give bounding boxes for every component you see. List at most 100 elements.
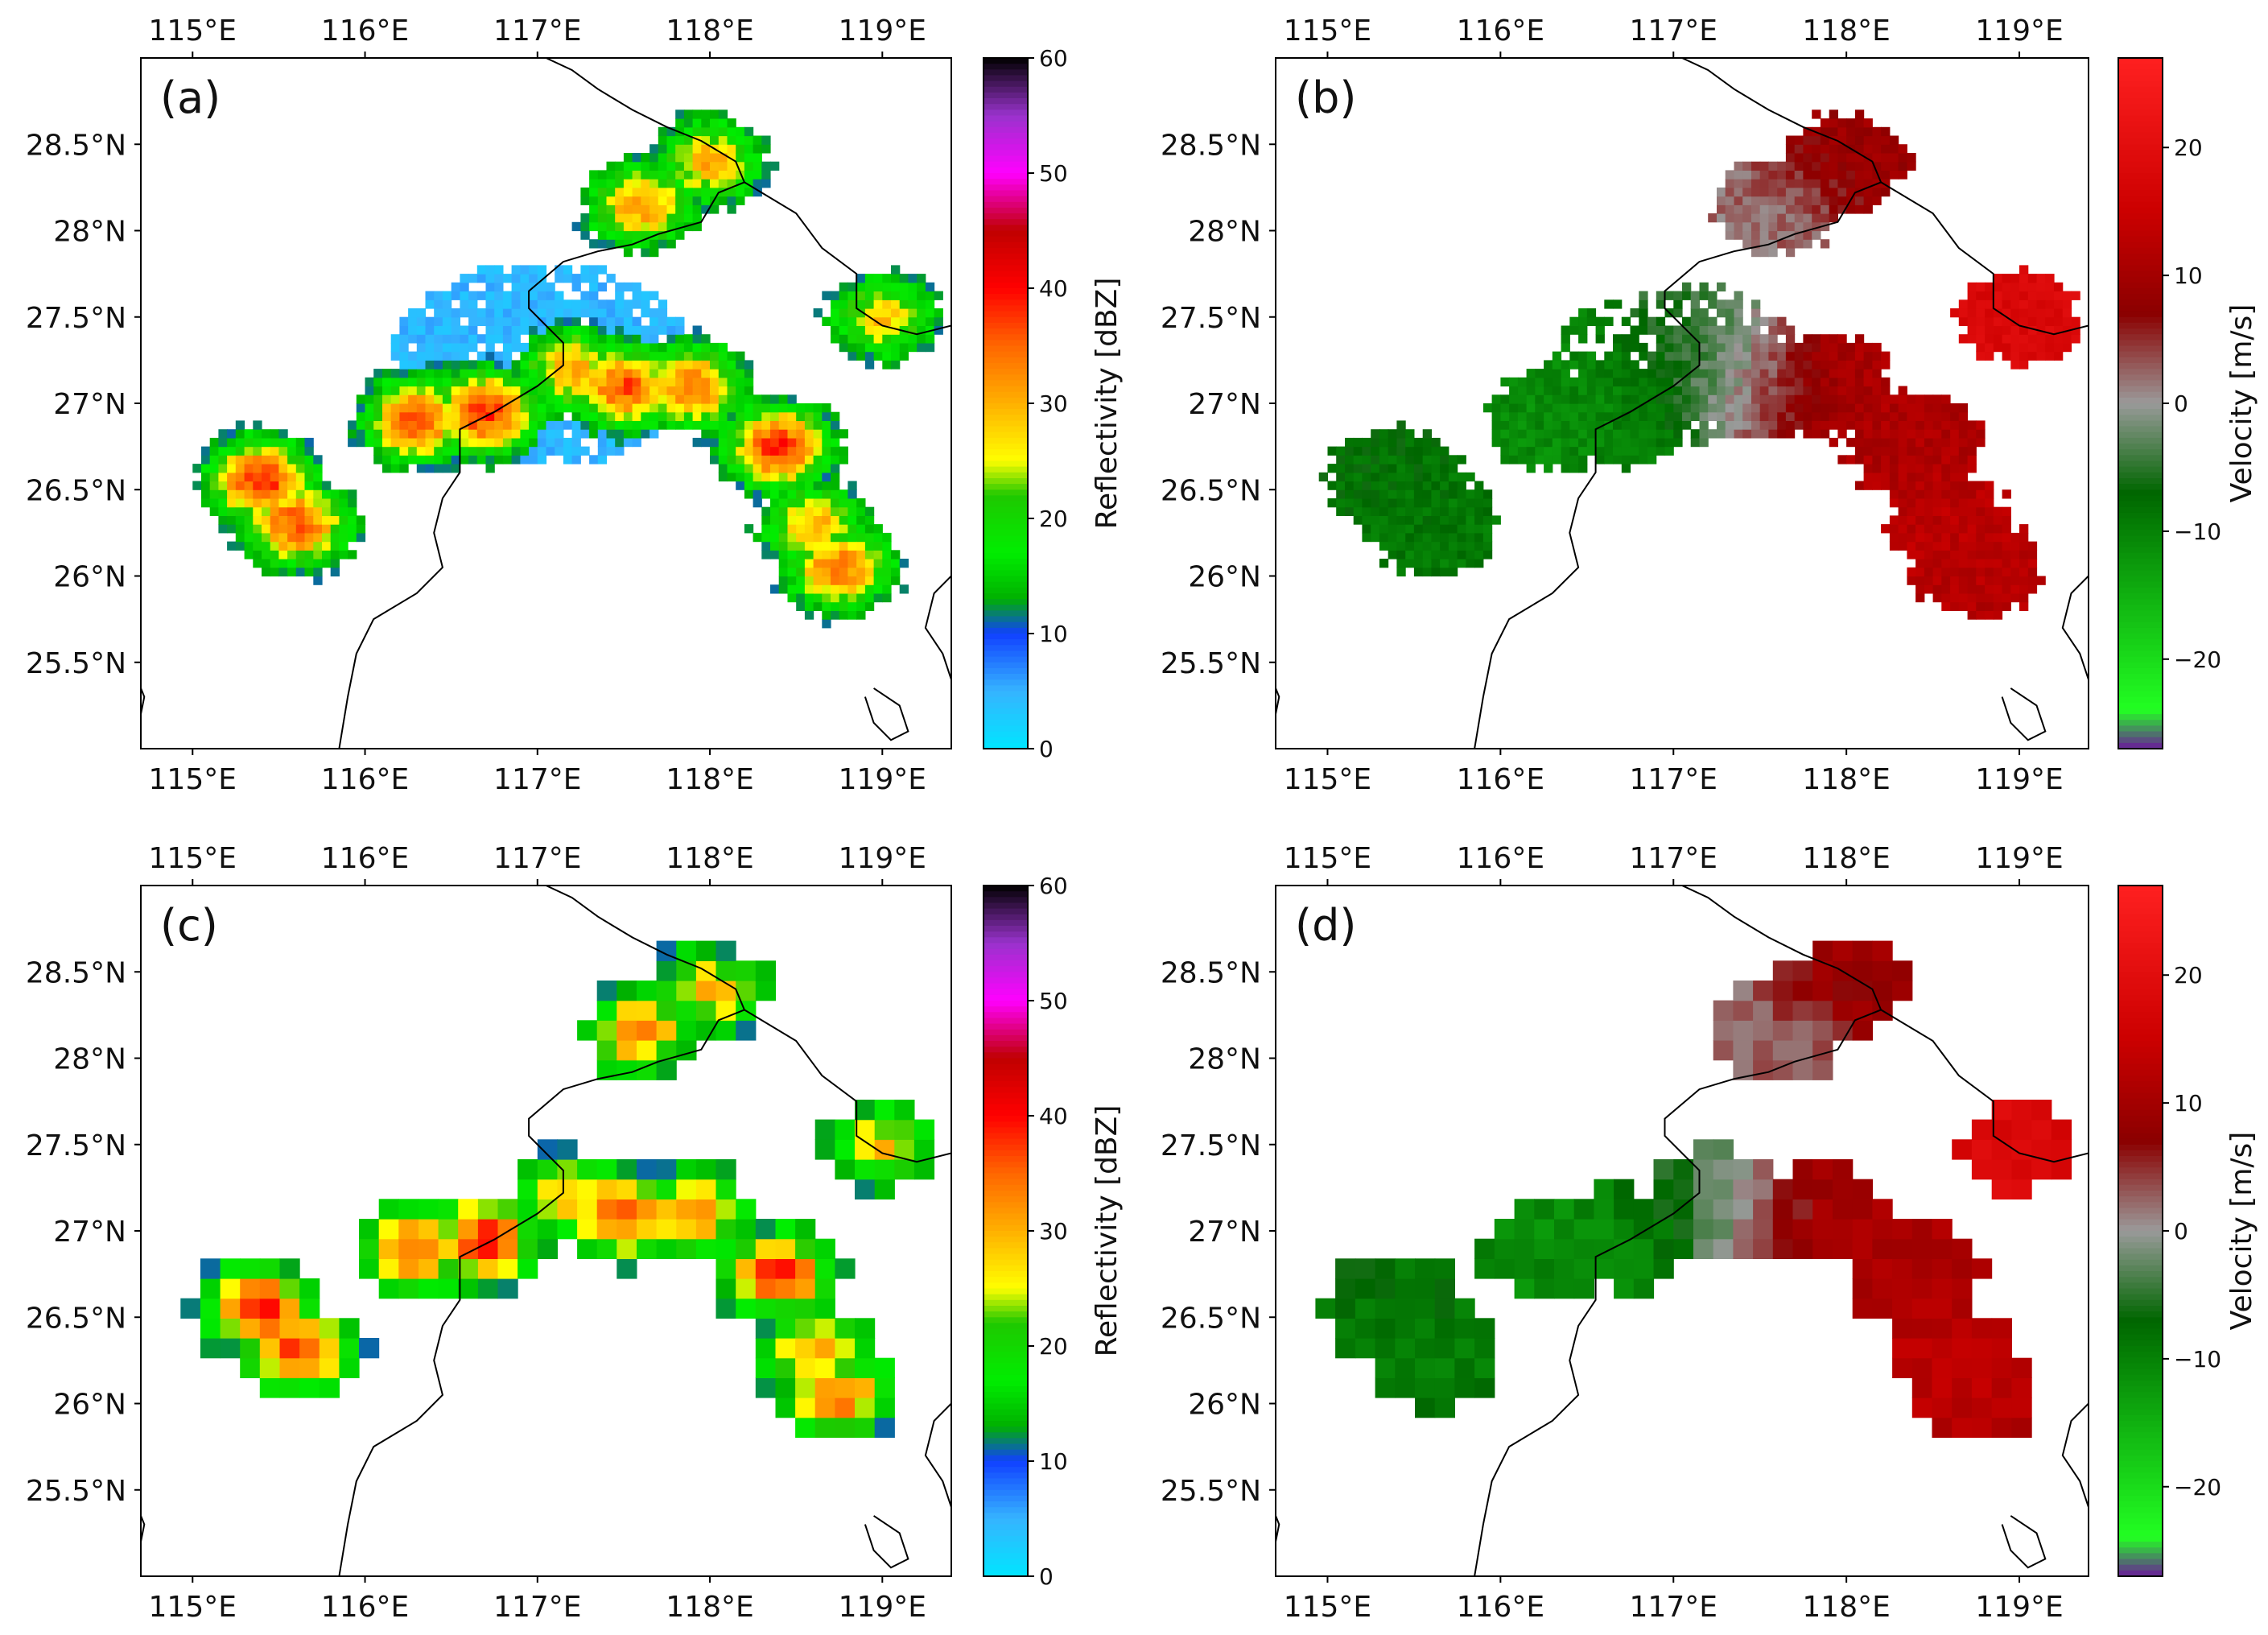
radar-cell bbox=[1336, 506, 1346, 516]
colorbar-segment bbox=[2118, 126, 2163, 134]
radar-cell bbox=[658, 239, 668, 249]
radar-cell bbox=[1415, 1258, 1436, 1279]
radar-cell bbox=[244, 446, 254, 456]
radar-cell bbox=[580, 360, 590, 370]
colorbar-segment bbox=[2118, 737, 2163, 744]
colorbar-segment bbox=[983, 328, 1028, 336]
radar-cell bbox=[1327, 481, 1337, 490]
radar-cell bbox=[718, 360, 728, 370]
radar-cell bbox=[1941, 403, 1951, 413]
colorbar-segment bbox=[983, 1202, 1028, 1209]
radar-cell bbox=[1777, 230, 1787, 240]
radar-cell bbox=[537, 403, 547, 413]
lat-tick-label: 28°N bbox=[1188, 1043, 1261, 1076]
radar-cell bbox=[616, 1258, 637, 1279]
radar-cell bbox=[1785, 179, 1796, 188]
radar-cell bbox=[882, 342, 892, 353]
radar-cell bbox=[520, 411, 530, 421]
radar-cell bbox=[641, 360, 650, 370]
radar-cell bbox=[359, 1258, 380, 1279]
radar-cell bbox=[831, 610, 840, 620]
radar-cell bbox=[1526, 429, 1536, 439]
radar-cell bbox=[1656, 351, 1666, 361]
radar-cell bbox=[1413, 455, 1424, 464]
lat-tick-label: 26°N bbox=[53, 1389, 126, 1422]
radar-cell bbox=[1924, 420, 1934, 430]
colorbar-segment bbox=[2118, 184, 2163, 192]
radar-cell bbox=[442, 334, 452, 344]
radar-cell bbox=[1656, 377, 1666, 387]
radar-cell bbox=[1690, 351, 1700, 361]
boundary-line bbox=[1474, 886, 1882, 1576]
radar-cell bbox=[917, 299, 926, 309]
radar-cell bbox=[1751, 213, 1761, 223]
radar-cell bbox=[1639, 299, 1648, 309]
radar-cell bbox=[1440, 559, 1449, 568]
radar-cell bbox=[1932, 1377, 1953, 1398]
radar-cell bbox=[804, 489, 814, 499]
radar-cell bbox=[571, 308, 581, 318]
radar-cell bbox=[390, 394, 400, 404]
colorbar-segment bbox=[2118, 167, 2163, 174]
radar-cell bbox=[1699, 316, 1709, 326]
radar-cell bbox=[692, 161, 702, 171]
radar-cell bbox=[1872, 369, 1882, 378]
colorbar-segment bbox=[2118, 1144, 2163, 1151]
radar-cell bbox=[1993, 610, 2003, 620]
radar-cell bbox=[1812, 1199, 1833, 1220]
radar-cell bbox=[1772, 1040, 1794, 1061]
radar-cell bbox=[864, 334, 875, 344]
radar-cell bbox=[295, 524, 306, 534]
radar-cell bbox=[1958, 429, 1969, 439]
radar-cell bbox=[761, 403, 771, 413]
radar-cell bbox=[235, 515, 245, 525]
radar-cell bbox=[2002, 351, 2011, 361]
radar-cell bbox=[1664, 420, 1674, 430]
colorbar-segment bbox=[983, 737, 1028, 744]
radar-cell bbox=[1431, 532, 1441, 543]
radar-cell bbox=[1639, 403, 1648, 413]
radar-cell bbox=[1785, 377, 1796, 387]
radar-cell bbox=[442, 464, 452, 473]
radar-cell bbox=[1785, 325, 1796, 335]
radar-cell bbox=[1621, 411, 1631, 421]
radar-cell bbox=[1971, 1258, 1993, 1279]
radar-cell bbox=[695, 1199, 717, 1220]
radar-cell bbox=[908, 274, 918, 283]
radar-cell bbox=[847, 601, 857, 611]
radar-cell bbox=[632, 196, 641, 205]
colorbar-segment bbox=[983, 455, 1028, 462]
radar-cell bbox=[270, 515, 279, 525]
radar-cell bbox=[1595, 334, 1605, 344]
radar-cell bbox=[796, 559, 806, 568]
radar-cell bbox=[1639, 342, 1648, 353]
radar-cell bbox=[1327, 498, 1337, 508]
radar-cell bbox=[1613, 377, 1623, 387]
radar-cell bbox=[804, 429, 814, 439]
radar-cell bbox=[675, 334, 685, 344]
radar-cell bbox=[201, 464, 211, 473]
radar-cell bbox=[1405, 506, 1415, 516]
radar-cell bbox=[1345, 472, 1355, 482]
radar-cell bbox=[1500, 394, 1510, 404]
radar-cell bbox=[2019, 559, 2029, 568]
radar-cell bbox=[822, 541, 831, 551]
radar-cell bbox=[641, 187, 650, 197]
radar-cell bbox=[425, 325, 435, 335]
radar-cell bbox=[1792, 1000, 1813, 1021]
radar-cell bbox=[1604, 351, 1614, 361]
radar-cell bbox=[339, 1357, 360, 1378]
radar-cell bbox=[460, 420, 469, 430]
colorbar-segment bbox=[2118, 1133, 2163, 1140]
radar-cell bbox=[623, 221, 633, 232]
radar-cell bbox=[1413, 437, 1424, 448]
radar-cell bbox=[1967, 464, 1977, 473]
radar-cell bbox=[596, 1020, 617, 1041]
radar-cell bbox=[1639, 386, 1648, 395]
radar-cell bbox=[476, 446, 487, 456]
colorbar-segment bbox=[983, 1432, 1028, 1439]
radar-cell bbox=[1967, 524, 1977, 534]
radar-cell bbox=[1362, 489, 1371, 499]
radar-cell bbox=[416, 369, 427, 378]
radar-cell bbox=[451, 282, 460, 292]
